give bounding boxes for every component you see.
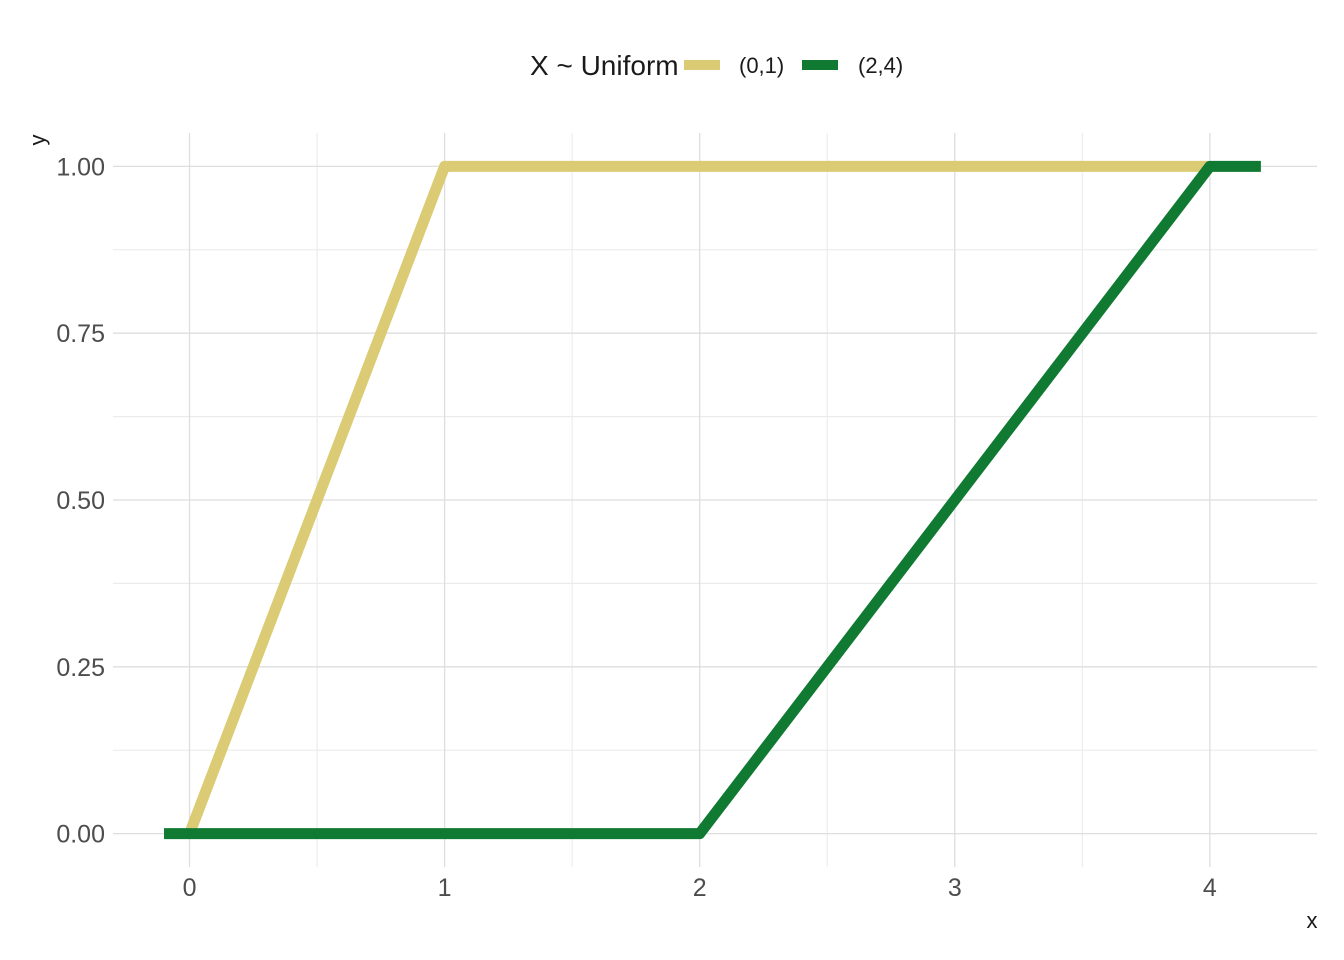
y-tick-label: 0.25 <box>56 654 105 682</box>
x-tick-label: 4 <box>1203 874 1217 902</box>
minor-gridlines <box>113 133 1317 867</box>
series-line-1 <box>164 160 1261 840</box>
x-axis-title: x <box>1307 908 1318 933</box>
series-line-0 <box>184 160 1210 836</box>
legend-key-uniform-0-1 <box>684 60 720 70</box>
legend: X ~ Uniform (0,1) (2,4) <box>530 50 903 81</box>
y-tick-label: 0.50 <box>56 487 105 515</box>
x-tick-label: 2 <box>693 874 707 902</box>
series-lines <box>164 160 1261 840</box>
y-tick-label: 1.00 <box>56 153 105 181</box>
x-tick-label: 3 <box>948 874 962 902</box>
y-tick-label: 0.75 <box>56 320 105 348</box>
major-gridlines <box>113 133 1317 867</box>
x-axis-tick-labels: 0 1 2 3 4 <box>183 874 1217 902</box>
y-axis-tick-labels: 0.00 0.25 0.50 0.75 1.00 <box>56 153 105 848</box>
legend-label-uniform-0-1: (0,1) <box>739 53 784 78</box>
legend-label-uniform-2-4: (2,4) <box>858 53 903 78</box>
legend-key-uniform-2-4 <box>802 60 838 70</box>
y-tick-label: 0.00 <box>56 821 105 849</box>
legend-title: X ~ Uniform <box>530 50 679 81</box>
y-axis-title: y <box>25 135 50 146</box>
x-tick-label: 1 <box>438 874 452 902</box>
x-tick-label: 0 <box>183 874 197 902</box>
